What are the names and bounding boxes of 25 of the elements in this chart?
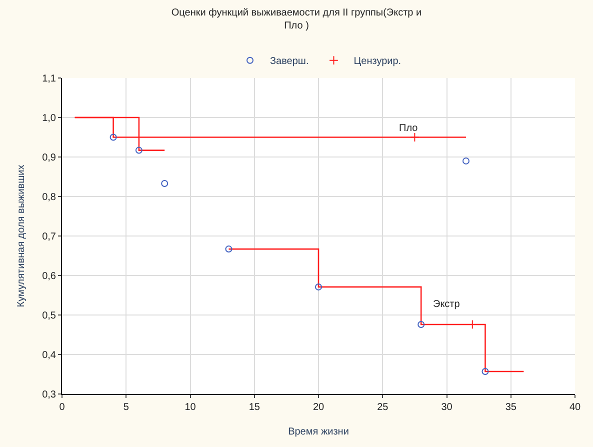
x-tick-label: 30: [441, 402, 453, 413]
x-tick-label: 15: [248, 402, 260, 413]
y-tick-label: 0,6: [42, 271, 56, 282]
x-tick-label: 35: [505, 402, 517, 413]
x-tick-label: 40: [569, 402, 581, 413]
y-tick-label: 0,4: [42, 350, 56, 361]
x-tick-label: 0: [59, 402, 66, 413]
y-tick-label: 1,0: [42, 113, 56, 124]
y-tick-label: 0,5: [42, 310, 56, 322]
legend-label: Цензурир.: [354, 56, 402, 68]
y-axis-title: Кумулятивная доля выживших: [16, 164, 28, 308]
x-tick-label: 25: [377, 402, 389, 413]
chart-title: Оценки функций выживаемости для II группы(Экстр и Пло ): [171, 8, 422, 32]
y-tick-label: 0,9: [42, 152, 56, 164]
y-tick-label: 0,8: [42, 192, 56, 203]
x-tick-label: 10: [184, 402, 196, 413]
legend-label: Заверш.: [270, 56, 309, 68]
y-tick-label: 0,3: [42, 390, 56, 400]
y-tick-label: 0,7: [42, 232, 56, 242]
series-label: Пло: [399, 123, 418, 134]
series-label: Экстр: [433, 299, 460, 310]
y-tick-label: 1,1: [42, 74, 56, 84]
x-tick-label: 5: [123, 402, 130, 413]
x-tick-label: 20: [312, 402, 324, 413]
x-axis-title: Время жизни: [288, 426, 349, 438]
